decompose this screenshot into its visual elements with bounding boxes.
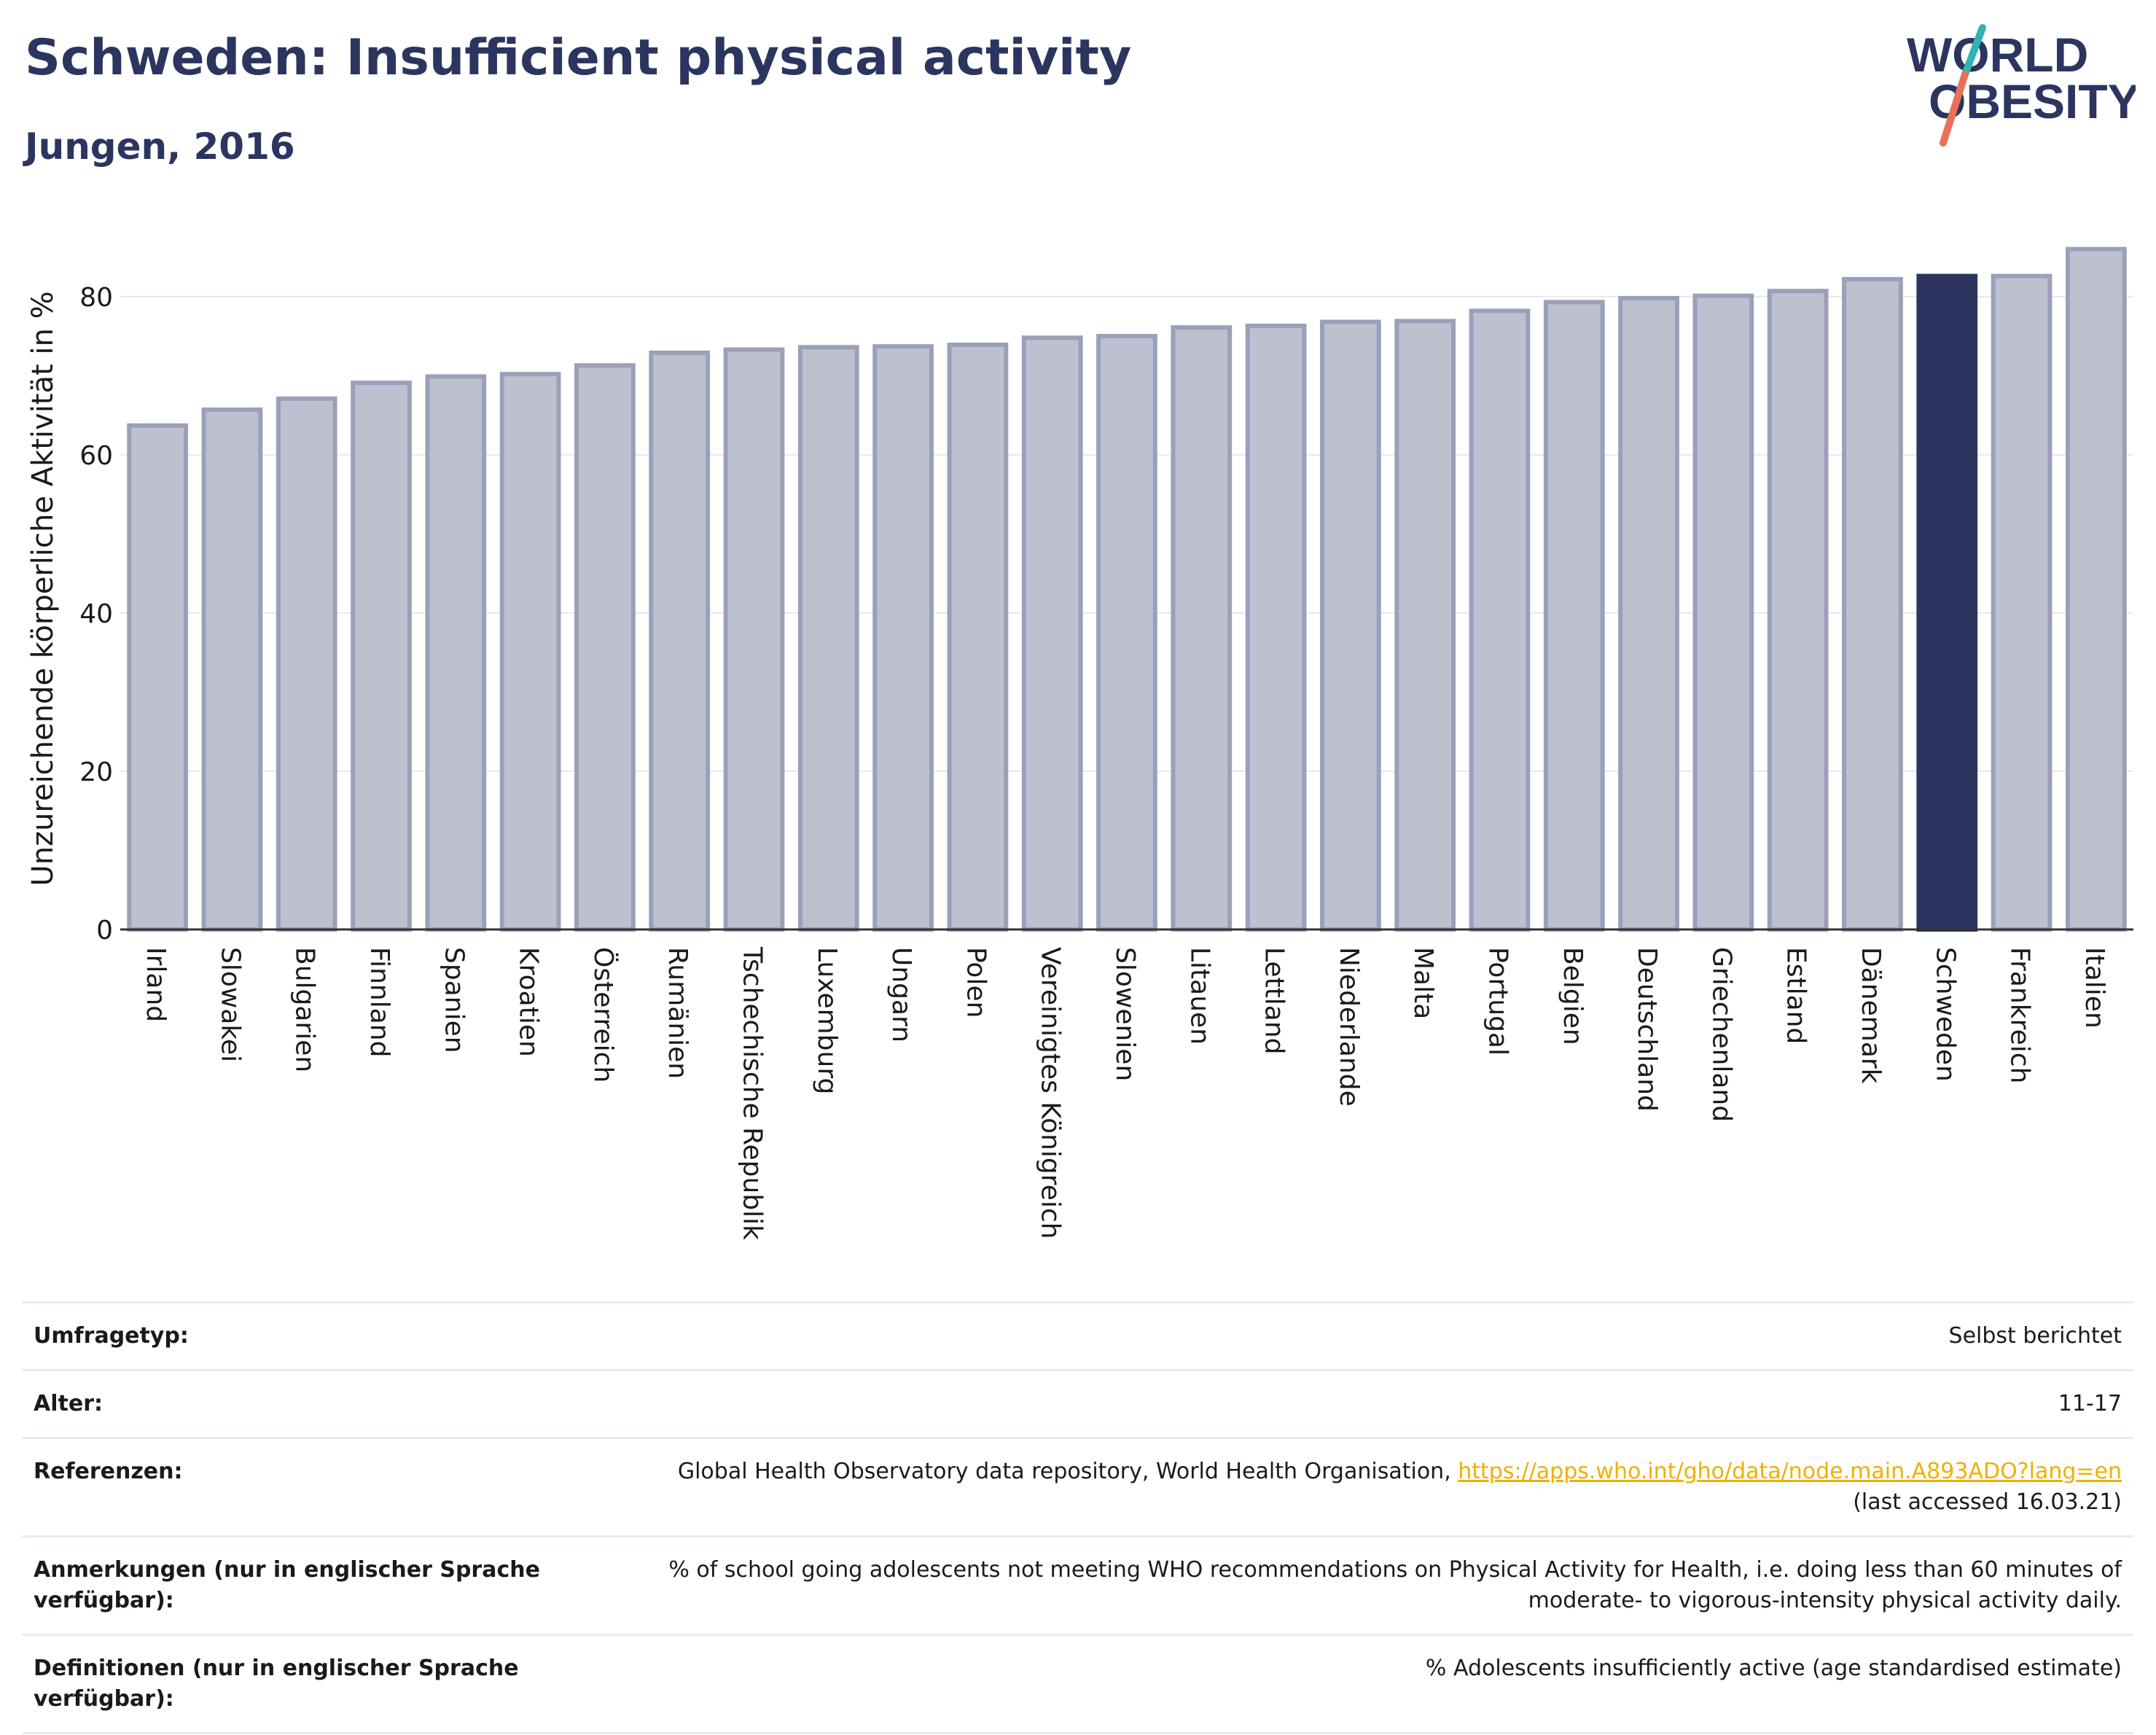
x-tick-label: Italien <box>2079 947 2109 1029</box>
bar <box>276 396 337 932</box>
bar <box>201 408 263 932</box>
references-accessed: (last accessed 16.03.21) <box>1853 1489 2122 1515</box>
definitions-label: Definitionen (nur in englischer Sprache … <box>22 1634 555 1734</box>
survey-type-value: Selbst berichtet <box>555 1301 2133 1371</box>
bar <box>1245 323 1307 932</box>
bar <box>723 347 785 932</box>
bar <box>1543 300 1605 932</box>
notes-row: Anmerkungen (nur in englischer Sprache v… <box>22 1535 2133 1636</box>
x-tick-label: Belgien <box>1558 947 1587 1045</box>
world-obesity-logo: WORLD OBESITY <box>1907 24 2136 147</box>
x-tick-label: Deutschland <box>1632 947 1662 1112</box>
x-tick-label: Frankreich <box>2005 947 2035 1083</box>
age-row: Alter: 11-17 <box>22 1369 2133 1439</box>
bar <box>1991 273 2053 932</box>
x-tick-label: Dänemark <box>1856 947 1886 1084</box>
age-label: Alter: <box>22 1369 555 1439</box>
x-tick-label: Irland <box>141 947 171 1022</box>
bar <box>2065 246 2127 932</box>
x-tick-label: Niederlande <box>1334 947 1364 1107</box>
x-tick-label: Ungarn <box>886 947 916 1042</box>
bar <box>351 381 412 932</box>
bars <box>127 246 2127 932</box>
x-tick-label: Rumänien <box>663 947 692 1079</box>
notes-value: % of school going adolescents not meetin… <box>555 1535 2133 1636</box>
bar <box>1618 295 1679 932</box>
bar <box>649 350 711 932</box>
logo-slash-coral <box>1940 71 1969 147</box>
y-tick-label: 60 <box>79 441 113 471</box>
definitions-row: Definitionen (nur in englischer Sprache … <box>22 1634 2133 1734</box>
bar <box>947 343 1009 932</box>
references-label: Referenzen: <box>22 1437 555 1537</box>
bar <box>1171 325 1233 932</box>
bar <box>1320 319 1381 932</box>
x-tick-label: Polen <box>961 947 991 1018</box>
x-tick-label: Griechenland <box>1706 947 1736 1122</box>
x-tick-label: Vereinigtes Königreich <box>1036 947 1066 1239</box>
x-tick-label: Luxemburg <box>812 947 842 1094</box>
definitions-value: % Adolescents insufficiently active (age… <box>555 1634 2133 1734</box>
bar <box>425 374 487 932</box>
x-tick-label: Österreich <box>588 947 619 1083</box>
x-tick-label: Slowakei <box>215 947 245 1062</box>
bar-highlight <box>1916 273 1978 932</box>
x-tick-label: Malta <box>1408 947 1438 1019</box>
bar <box>1021 335 1083 932</box>
bar <box>499 372 561 932</box>
x-axis-labels: Irland Slowakei Bulgarien Finnland Spanien Kr… <box>141 946 2109 1240</box>
y-tick-label: 40 <box>79 599 113 629</box>
bar <box>574 363 636 932</box>
y-axis-ticks: 0 20 40 60 80 <box>79 283 113 946</box>
x-tick-label: Bulgarien <box>290 947 320 1072</box>
chart-subtitle: Jungen, 2016 <box>25 125 295 168</box>
logo-slash-teal <box>1961 24 1986 78</box>
references-link[interactable]: https://apps.who.int/gho/data/node.main.… <box>1458 1459 2122 1484</box>
x-tick-label: Kroatien <box>514 947 544 1057</box>
survey-type-row: Umfragetyp: Selbst berichtet <box>22 1301 2133 1371</box>
x-tick-label: Tschechische Republik <box>738 946 768 1240</box>
x-tick-label: Spanien <box>439 947 469 1053</box>
y-axis-label: Unzureichende körperliche Aktivität in % <box>26 291 60 886</box>
bar-chart: 0 20 40 60 80 Irland Slowakei Bulgarien Finnlan… <box>26 246 2133 1240</box>
info-table: Umfragetyp: Selbst berichtet Alter: 11-1… <box>22 1301 2133 1734</box>
bar <box>1767 289 1829 932</box>
logo-text-world: WORLD <box>1907 28 2088 82</box>
x-tick-label: Estland <box>1781 947 1811 1044</box>
x-tick-label: Lettland <box>1259 947 1289 1055</box>
bar <box>1096 334 1157 932</box>
bar <box>1394 319 1456 932</box>
bar <box>1469 308 1531 932</box>
y-tick-label: 20 <box>79 757 113 787</box>
x-tick-label: Slowenien <box>1110 947 1140 1081</box>
references-value: Global Health Observatory data repositor… <box>555 1437 2133 1537</box>
references-text: Global Health Observatory data repositor… <box>677 1459 1458 1484</box>
age-value: 11-17 <box>555 1369 2133 1439</box>
bar <box>127 423 189 932</box>
x-tick-label: Schweden <box>1930 947 1960 1082</box>
x-tick-label: Finnland <box>364 947 394 1057</box>
y-tick-label: 0 <box>96 916 113 946</box>
x-tick-label: Litauen <box>1184 947 1214 1045</box>
survey-type-label: Umfragetyp: <box>22 1301 555 1371</box>
chart-title: Schweden: Insufficient physical activity <box>25 29 1132 87</box>
bar <box>1842 276 1903 932</box>
bar <box>1692 293 1754 932</box>
references-row: Referenzen: Global Health Observatory da… <box>22 1437 2133 1537</box>
bar <box>872 344 934 932</box>
notes-label: Anmerkungen (nur in englischer Sprache v… <box>22 1535 555 1636</box>
bar <box>797 345 859 932</box>
y-tick-label: 80 <box>79 283 113 313</box>
x-tick-label: Portugal <box>1483 947 1512 1056</box>
